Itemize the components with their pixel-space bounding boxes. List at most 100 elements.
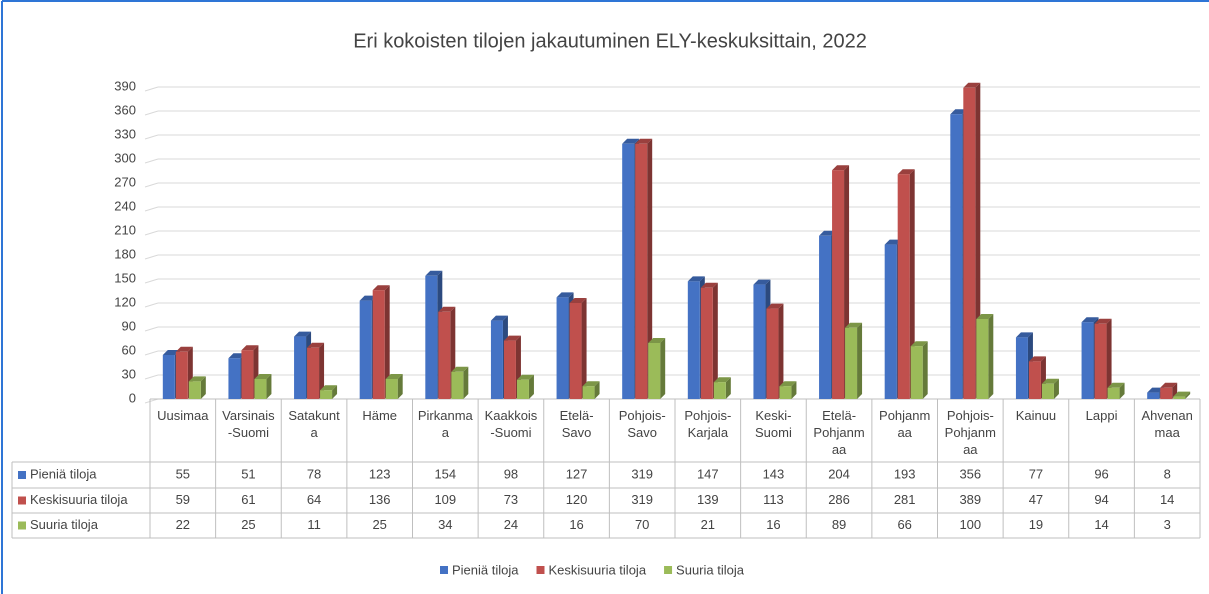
table-value: 14 <box>1160 492 1174 507</box>
legend-swatch <box>18 471 26 479</box>
bar-top <box>910 341 928 347</box>
table-value: 100 <box>959 517 981 532</box>
bar <box>451 366 469 399</box>
bar-side <box>1106 318 1112 399</box>
table-value: 154 <box>434 466 456 481</box>
table-value: 34 <box>438 517 452 532</box>
bar-top <box>1081 317 1099 323</box>
y-tick-label: 300 <box>114 150 136 165</box>
table-value: 356 <box>959 466 981 481</box>
legend-swatch <box>440 566 448 574</box>
bar-side <box>319 342 325 399</box>
bar-front <box>1173 396 1186 399</box>
bar-front <box>451 371 464 399</box>
bar-top <box>713 377 731 383</box>
bar-top <box>635 138 653 144</box>
bar-top <box>1094 318 1112 324</box>
bar-side <box>463 366 469 399</box>
bar-front <box>175 351 188 399</box>
table-value: 98 <box>504 466 518 481</box>
x-tick-label: Etelä-Savo <box>559 408 594 440</box>
bar-front <box>884 244 897 399</box>
y-tick-label: 150 <box>114 270 136 285</box>
bar-top <box>359 295 377 301</box>
x-tick-label: Keski-Suomi <box>755 408 792 440</box>
bar-top <box>372 285 390 291</box>
y-tick-label: 360 <box>114 102 136 117</box>
bar-top <box>779 381 797 387</box>
table-value: 51 <box>241 466 255 481</box>
legend-swatch <box>18 521 26 530</box>
bar <box>648 338 666 399</box>
x-tick-label: Pohjois-Savo <box>618 408 666 440</box>
bar <box>307 342 325 399</box>
bar <box>569 298 587 399</box>
table-value: 66 <box>897 517 911 532</box>
x-tick-label: Satakunta <box>288 408 340 440</box>
bar-side <box>660 338 666 399</box>
bar-top <box>503 335 521 341</box>
grid-line <box>144 302 159 308</box>
bar-side <box>397 374 403 399</box>
bar-front <box>359 300 372 399</box>
bar-top <box>687 276 705 282</box>
bar-top <box>753 279 771 285</box>
x-tick-label: Pohjois-Pohjanmaa <box>944 408 996 457</box>
bar-top <box>648 338 666 343</box>
bar-front <box>241 350 254 399</box>
bar-side <box>581 298 587 399</box>
table-value: 286 <box>828 492 850 507</box>
bar-top <box>228 353 246 359</box>
bar-top <box>307 342 325 348</box>
bar-top <box>1107 382 1125 388</box>
bar-front <box>425 275 438 399</box>
bar-top <box>1160 382 1178 388</box>
bar-front <box>320 390 333 399</box>
bar-side <box>791 381 797 399</box>
grid-line <box>144 86 159 92</box>
y-tick-label: 120 <box>114 294 136 309</box>
bar-front <box>307 347 320 399</box>
bar-side <box>1053 378 1059 399</box>
bar-front <box>648 343 661 399</box>
bar-top <box>832 165 850 171</box>
bar-side <box>778 303 784 399</box>
y-tick-label: 270 <box>114 174 136 189</box>
x-tick-label: Pohjois-Karjala <box>684 408 732 440</box>
legend-swatch <box>18 496 26 505</box>
table-value: 389 <box>959 492 981 507</box>
bar-front <box>1094 323 1107 399</box>
table-value: 281 <box>894 492 916 507</box>
bar-top <box>490 315 508 321</box>
bar-top <box>845 322 863 328</box>
bar <box>1107 382 1125 399</box>
bar-top <box>320 385 338 391</box>
bar-top <box>385 374 403 379</box>
bar-front <box>819 235 832 399</box>
table-value: 59 <box>176 492 190 507</box>
bar-top <box>700 282 718 288</box>
table-value: 113 <box>763 492 784 507</box>
table-value: 22 <box>176 517 190 532</box>
x-tick-label: Pohjanmaa <box>879 408 931 440</box>
bar-top <box>897 169 915 175</box>
bar-top <box>188 376 206 382</box>
bar-front <box>976 319 989 399</box>
bar-front <box>438 311 451 399</box>
row-label: Suuria tiloja <box>30 517 99 532</box>
bar <box>1173 391 1191 399</box>
bar <box>582 381 600 399</box>
table-value: 70 <box>635 517 649 532</box>
x-tick-label: Etelä-Pohjanmaa <box>813 408 865 457</box>
bar-front <box>254 379 267 399</box>
bar-front <box>897 174 910 399</box>
table-value: 139 <box>697 492 719 507</box>
bar-side <box>384 285 390 399</box>
table-value: 16 <box>569 517 583 532</box>
x-tick-label: Varsinais-Suomi <box>222 408 275 440</box>
bar-top <box>950 109 968 115</box>
bar-side <box>647 138 653 400</box>
bar-front <box>582 386 595 399</box>
bar-front <box>569 303 582 399</box>
row-label: Pieniä tiloja <box>30 466 97 481</box>
